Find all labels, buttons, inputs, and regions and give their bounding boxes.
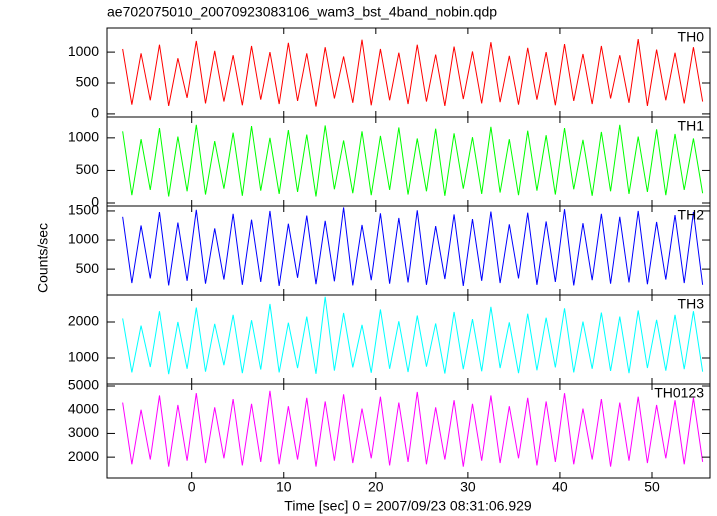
y-tick-label: 1000 bbox=[68, 349, 99, 365]
y-axis-label: Counts/sec bbox=[35, 223, 51, 293]
y-tick-label: 1000 bbox=[68, 129, 99, 145]
light-curve bbox=[122, 207, 704, 287]
y-tick-label: 500 bbox=[76, 161, 100, 177]
y-tick-label: 2000 bbox=[68, 313, 99, 329]
y-tick-label: 0 bbox=[91, 194, 99, 210]
x-tick-label: 20 bbox=[368, 479, 384, 495]
y-tick-label: 3000 bbox=[68, 424, 99, 440]
light-curve bbox=[122, 390, 704, 467]
series-label: TH2 bbox=[678, 207, 705, 223]
y-tick-label: 5000 bbox=[68, 377, 99, 393]
light-curve bbox=[122, 39, 704, 107]
series-label: TH3 bbox=[678, 296, 705, 312]
x-tick-label: 10 bbox=[276, 479, 292, 495]
chart-title: ae702075010_20070923083106_wam3_bst_4ban… bbox=[107, 4, 497, 20]
light-curve bbox=[122, 296, 704, 375]
y-tick-label: 4000 bbox=[68, 400, 99, 416]
y-tick-label: 1000 bbox=[68, 43, 99, 59]
y-tick-label: 500 bbox=[76, 260, 100, 276]
y-tick-label: 500 bbox=[76, 74, 100, 90]
x-tick-label: 40 bbox=[552, 479, 568, 495]
x-axis-label: Time [sec] 0 = 2007/09/23 08:31:06.929 bbox=[284, 498, 532, 514]
series-label: TH1 bbox=[678, 118, 705, 134]
y-tick-label: 1500 bbox=[68, 202, 99, 218]
x-tick-label: 0 bbox=[188, 479, 196, 495]
x-tick-label: 50 bbox=[644, 479, 660, 495]
x-tick-label: 30 bbox=[460, 479, 476, 495]
y-tick-label: 2000 bbox=[68, 448, 99, 464]
panel-frame bbox=[106, 383, 711, 479]
light-curve bbox=[122, 124, 704, 197]
y-tick-label: 0 bbox=[91, 105, 99, 121]
series-label: TH0 bbox=[678, 29, 705, 45]
y-tick-label: 1000 bbox=[68, 231, 99, 247]
series-label: TH0123 bbox=[654, 385, 704, 401]
